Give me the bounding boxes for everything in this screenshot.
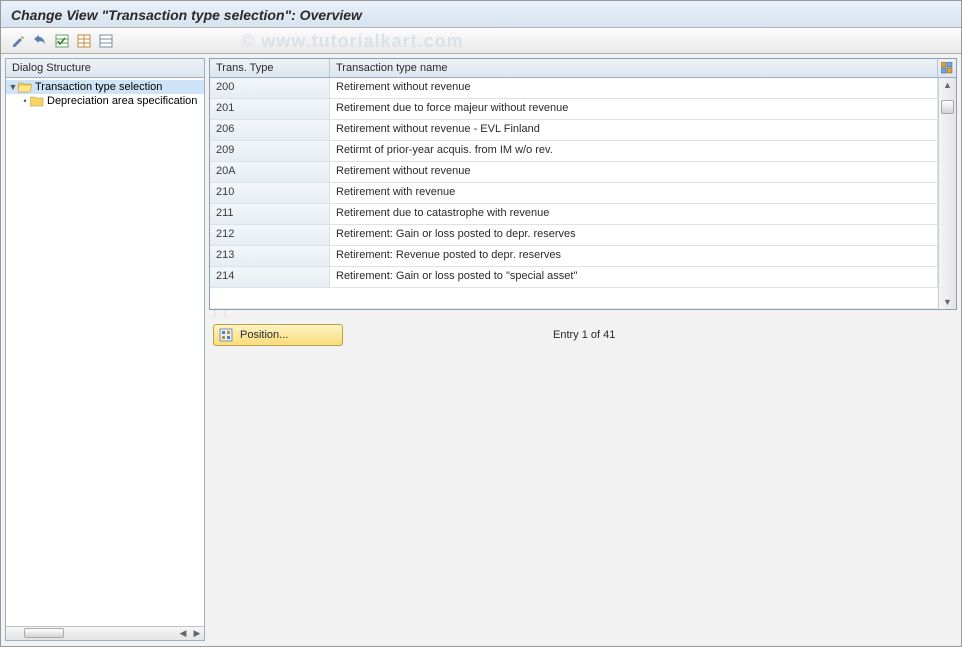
page-title: Change View "Transaction type selection"… (1, 1, 961, 28)
table-row[interactable]: 212Retirement: Gain or loss posted to de… (210, 225, 938, 246)
cell-trans-type[interactable]: 214 (210, 267, 330, 287)
folder-closed-icon (30, 95, 44, 107)
table-row[interactable]: 209Retirmt of prior-year acquis. from IM… (210, 141, 938, 162)
scroll-down-icon[interactable]: ▼ (940, 295, 956, 309)
dialog-structure-header: Dialog Structure (6, 59, 204, 78)
main-area: Dialog Structure ▼ Transaction type sele… (1, 54, 961, 645)
scrollbar-thumb[interactable] (941, 100, 954, 114)
cell-trans-type[interactable]: 20A (210, 162, 330, 182)
column-header-trans-type[interactable]: Trans. Type (210, 59, 330, 77)
position-icon (218, 327, 234, 343)
select-all-icon[interactable] (53, 32, 71, 50)
table-vertical-scrollbar[interactable]: ▲ ▼ (938, 78, 956, 309)
cell-trans-name[interactable]: Retirement due to catastrophe with reven… (330, 204, 938, 224)
table-row[interactable]: 201Retirement due to force majeur withou… (210, 99, 938, 120)
cell-trans-name[interactable]: Retirement: Gain or loss posted to "spec… (330, 267, 938, 287)
cell-trans-type[interactable]: 206 (210, 120, 330, 140)
tree-node-root-label: Transaction type selection (35, 81, 162, 93)
tree-bullet-icon: • (20, 96, 30, 106)
other-view-icon[interactable] (9, 32, 27, 50)
cell-trans-name[interactable]: Retirement: Gain or loss posted to depr.… (330, 225, 938, 245)
scroll-up-icon[interactable]: ▲ (940, 78, 956, 92)
dialog-structure-panel: Dialog Structure ▼ Transaction type sele… (5, 58, 205, 641)
scrollbar-track[interactable] (939, 92, 956, 295)
scroll-left-icon[interactable]: ◀ (176, 628, 190, 640)
table-row[interactable]: 20ARetirement without revenue (210, 162, 938, 183)
cell-trans-name[interactable]: Retirement with revenue (330, 183, 938, 203)
cell-trans-type[interactable]: 209 (210, 141, 330, 161)
cell-trans-name[interactable]: Retirmt of prior-year acquis. from IM w/… (330, 141, 938, 161)
tree-node-child[interactable]: • Depreciation area specification (6, 94, 204, 108)
content-panel: Trans. Type Transaction type name 200Ret… (209, 58, 957, 641)
table-row[interactable]: 206Retirement without revenue - EVL Finl… (210, 120, 938, 141)
table-config-button[interactable] (938, 59, 956, 77)
dialog-structure-tree: ▼ Transaction type selection • Depreciat… (6, 78, 204, 626)
table-row[interactable]: 213Retirement: Revenue posted to depr. r… (210, 246, 938, 267)
table-row[interactable]: 211Retirement due to catastrophe with re… (210, 204, 938, 225)
cell-trans-type[interactable]: 201 (210, 99, 330, 119)
cell-trans-name[interactable]: Retirement without revenue (330, 162, 938, 182)
scroll-right-icon[interactable]: ▶ (190, 628, 204, 640)
scrollbar-thumb[interactable] (24, 628, 64, 638)
cell-trans-type[interactable]: 210 (210, 183, 330, 203)
tree-node-child-label: Depreciation area specification (47, 95, 197, 107)
select-block-icon[interactable] (75, 32, 93, 50)
tree-horizontal-scrollbar[interactable]: ◀ ▶ (6, 626, 204, 640)
table-empty-row (210, 288, 938, 309)
cell-trans-type[interactable]: 213 (210, 246, 330, 266)
cell-trans-type[interactable]: 211 (210, 204, 330, 224)
position-button[interactable]: Position... (213, 324, 343, 346)
deselect-all-icon[interactable] (97, 32, 115, 50)
table-body: 200Retirement without revenue201Retireme… (210, 78, 956, 309)
cell-trans-name[interactable]: Retirement due to force majeur without r… (330, 99, 938, 119)
position-button-label: Position... (240, 329, 288, 341)
cell-trans-name[interactable]: Retirement without revenue (330, 78, 938, 98)
table-footer: Position... Entry 1 of 41 (209, 324, 957, 346)
cell-trans-type[interactable]: 200 (210, 78, 330, 98)
table-row[interactable]: 214Retirement: Gain or loss posted to "s… (210, 267, 938, 288)
tree-expand-icon[interactable]: ▼ (8, 82, 18, 92)
tree-node-root[interactable]: ▼ Transaction type selection (6, 80, 204, 94)
transaction-type-table: Trans. Type Transaction type name 200Ret… (209, 58, 957, 310)
table-row[interactable]: 210Retirement with revenue (210, 183, 938, 204)
horizontal-splitter[interactable]: ⋮⋮ (209, 310, 957, 316)
entry-counter: Entry 1 of 41 (553, 329, 615, 341)
cell-trans-name[interactable]: Retirement without revenue - EVL Finland (330, 120, 938, 140)
folder-open-icon (18, 81, 32, 93)
table-row[interactable]: 200Retirement without revenue (210, 78, 938, 99)
app-toolbar (1, 28, 961, 54)
column-header-trans-name[interactable]: Transaction type name (330, 59, 938, 77)
cell-trans-type[interactable]: 212 (210, 225, 330, 245)
table-header-row: Trans. Type Transaction type name (210, 59, 956, 78)
undo-icon[interactable] (31, 32, 49, 50)
cell-trans-name[interactable]: Retirement: Revenue posted to depr. rese… (330, 246, 938, 266)
